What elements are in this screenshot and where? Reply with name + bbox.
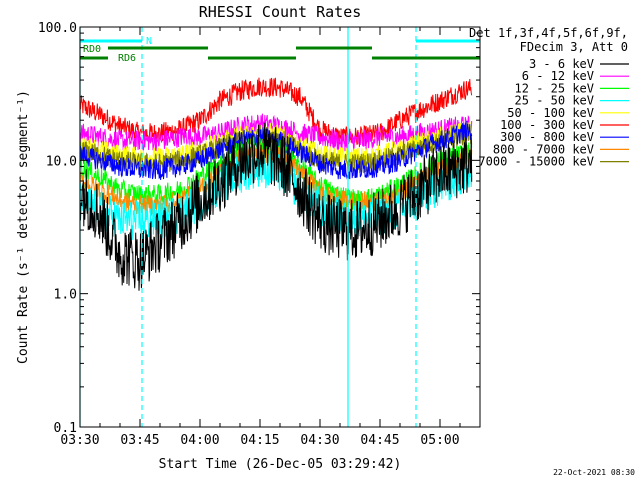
legend-label: 800 - 7000 keV xyxy=(493,142,594,156)
legend-label: 6 - 12 keV xyxy=(522,69,594,83)
x-tick-label: 04:00 xyxy=(180,433,219,448)
y-tick-label: 100.0 xyxy=(38,21,77,36)
legend-label: 12 - 25 keV xyxy=(515,81,594,95)
y-tick-label: 1.0 xyxy=(54,288,77,303)
x-tick-label: 03:30 xyxy=(60,433,99,448)
legend: Det 1f,3f,4f,5f,6f,9f, FDecim 3, Att 0 3… xyxy=(469,26,629,169)
legend-label: 100 - 300 keV xyxy=(500,118,594,132)
y-tick-label: 10.0 xyxy=(46,154,77,169)
legend-header-line-2: FDecim 3, Att 0 xyxy=(520,40,628,54)
x-tick-label: 04:45 xyxy=(360,433,399,448)
axes-layer: 03:30 03:45 04:00 04:15 04:30 04:45 05:00 100.0… xyxy=(38,21,481,448)
legend-label: 300 - 800 keV xyxy=(500,130,594,144)
rd0-label: RD0 xyxy=(83,44,101,55)
legend-label: 3 - 6 keV xyxy=(529,57,594,71)
legend-header-line-1: Det 1f,3f,4f,5f,6f,9f, xyxy=(469,26,628,40)
series-line-3-6kev xyxy=(79,122,473,291)
series-layer xyxy=(79,77,473,291)
y-tick-label: 0.1 xyxy=(54,421,77,436)
night-marker-label: N xyxy=(146,36,152,47)
footer-timestamp: 22-Oct-2021 08:30 xyxy=(553,468,635,477)
x-tick-label: 03:45 xyxy=(120,433,159,448)
chart-title: RHESSI Count Rates xyxy=(199,3,362,21)
legend-label: 25 - 50 keV xyxy=(515,94,594,108)
x-tick-label: 05:00 xyxy=(420,433,459,448)
legend-label: 7000 - 15000 keV xyxy=(478,155,594,169)
x-axis-label: Start Time (26-Dec-05 03:29:42) xyxy=(159,457,402,472)
y-axis-label: Count Rate (s⁻¹ detector segment⁻¹) xyxy=(16,90,31,364)
x-tick-label: 04:30 xyxy=(300,433,339,448)
x-tick-label: 04:15 xyxy=(240,433,279,448)
rd6-label: RD6 xyxy=(118,53,136,64)
series-line-100-300kev xyxy=(79,77,473,148)
legend-label: 50 - 100 keV xyxy=(507,106,594,120)
